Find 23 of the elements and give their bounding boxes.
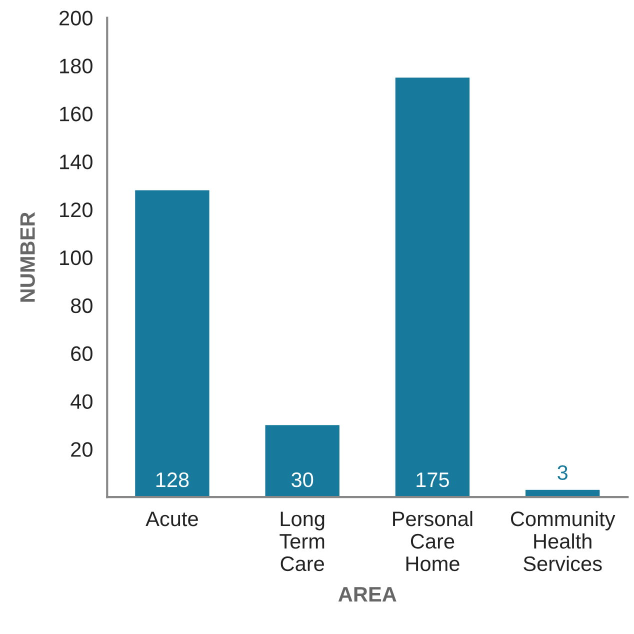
- y-axis-title: NUMBER: [20, 212, 35, 302]
- y-tick-label: 140: [60, 154, 92, 170]
- x-tick-label: Long Term Care: [280, 512, 324, 572]
- x-tick-label: Personal Care Home: [393, 510, 472, 572]
- data-label: 30: [292, 472, 314, 488]
- bar: [265, 425, 340, 498]
- data-label: 175: [416, 472, 449, 488]
- bar: [395, 78, 470, 498]
- y-tick-label: 160: [60, 106, 92, 122]
- y-tick-label: 40: [70, 394, 92, 409]
- data-label: 128: [156, 472, 189, 488]
- x-axis-title: AREA: [338, 587, 396, 602]
- y-tick-label: 20: [71, 442, 92, 457]
- data-label: 3: [558, 465, 568, 480]
- bar: [135, 190, 210, 498]
- y-tick-label: 180: [60, 58, 92, 74]
- x-tick-label: Acute: [146, 512, 198, 526]
- y-tick-label: 60: [71, 346, 92, 362]
- y-tick-label: 200: [60, 10, 92, 26]
- y-tick-label: 120: [60, 202, 92, 218]
- y-tick-label: 100: [60, 250, 92, 266]
- x-tick-label: Community Health Services: [510, 510, 616, 572]
- y-tick-label: 80: [70, 298, 92, 314]
